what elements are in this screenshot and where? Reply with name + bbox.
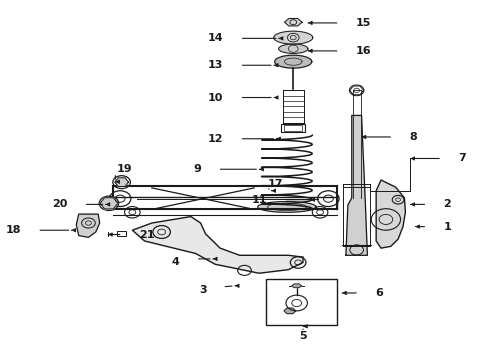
Polygon shape [291, 284, 301, 288]
Text: 4: 4 [171, 257, 179, 267]
Bar [117, 231, 125, 236]
Polygon shape [100, 198, 118, 209]
Polygon shape [274, 55, 311, 68]
Polygon shape [375, 180, 405, 248]
Polygon shape [132, 217, 303, 273]
Text: 3: 3 [199, 285, 206, 296]
Text: 16: 16 [355, 46, 370, 56]
Text: 17: 17 [267, 179, 283, 189]
Bar [284, 126, 302, 131]
Polygon shape [345, 116, 366, 255]
Text: 7: 7 [457, 153, 465, 163]
Polygon shape [115, 178, 128, 186]
Polygon shape [284, 308, 295, 314]
Text: 15: 15 [355, 18, 370, 28]
Text: 14: 14 [207, 33, 223, 43]
Text: 5: 5 [299, 331, 306, 341]
Text: 21: 21 [139, 230, 154, 239]
Text: 11: 11 [251, 195, 267, 205]
Text: 10: 10 [208, 93, 223, 103]
Text: 6: 6 [374, 288, 382, 298]
Text: 1: 1 [443, 222, 450, 231]
Text: 8: 8 [408, 132, 416, 142]
Polygon shape [257, 202, 316, 212]
Text: 20: 20 [52, 199, 67, 210]
Text: 18: 18 [6, 225, 21, 235]
Polygon shape [284, 18, 302, 26]
Text: 12: 12 [207, 134, 223, 144]
Bar [281, 125, 305, 132]
Text: 13: 13 [208, 60, 223, 70]
Text: 2: 2 [443, 199, 450, 210]
Bar [266, 279, 336, 325]
Polygon shape [273, 31, 312, 44]
Text: 19: 19 [117, 164, 132, 174]
Polygon shape [76, 214, 100, 237]
Text: 9: 9 [193, 164, 201, 174]
Polygon shape [278, 44, 307, 53]
